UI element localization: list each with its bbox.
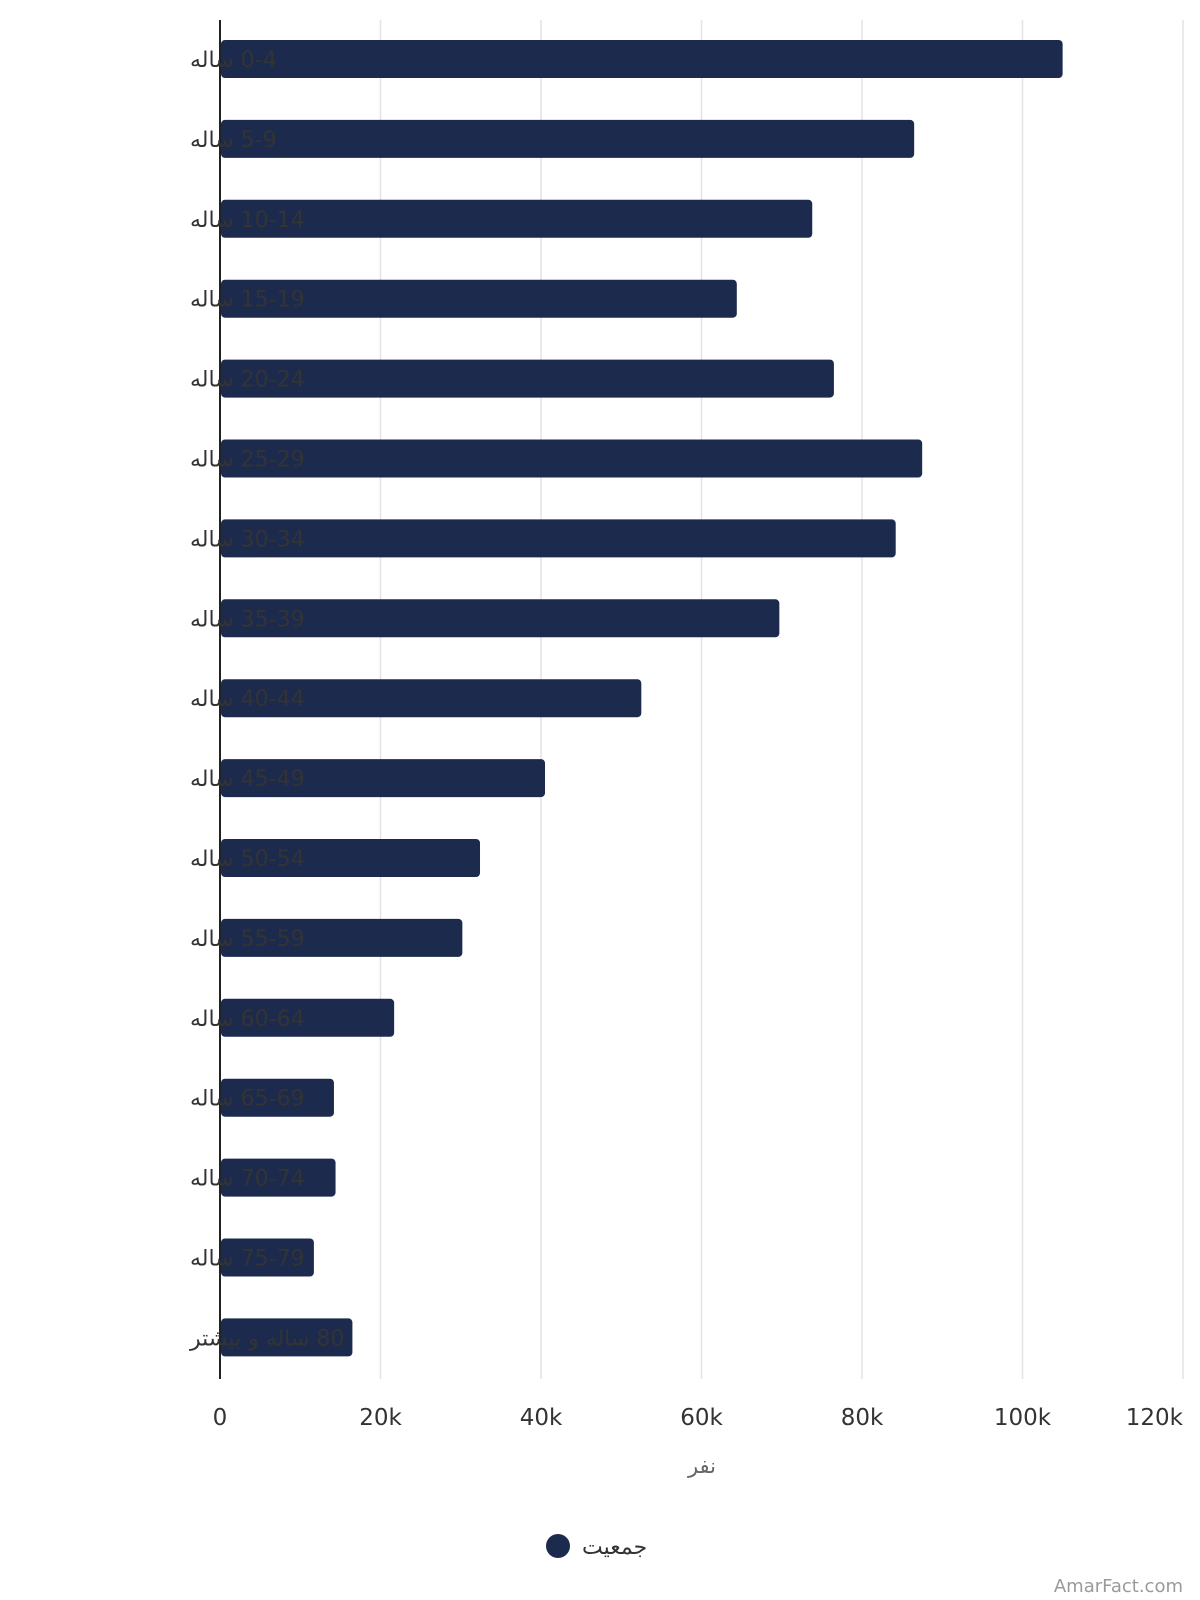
category-label: 30-34 ساله: [190, 527, 305, 552]
category-label: 80 ساله و بیشتر: [189, 1326, 344, 1351]
bar[interactable]: [221, 1078, 334, 1117]
category-label: 5-9 ساله: [190, 128, 277, 153]
category-label: 40-44 ساله: [190, 687, 305, 712]
category-label: 0-4 ساله: [190, 48, 277, 73]
category-label: 60-64 ساله: [190, 1007, 305, 1032]
bar[interactable]: [221, 519, 896, 558]
category-label: 15-19 ساله: [190, 288, 305, 313]
bar[interactable]: [221, 1238, 314, 1277]
bar[interactable]: [221, 1318, 353, 1357]
x-tick-label: 60k: [680, 1405, 723, 1431]
category-label: 45-49 ساله: [190, 767, 305, 792]
category-label: 65-69 ساله: [190, 1087, 305, 1112]
x-tick-label: 20k: [359, 1405, 402, 1431]
x-tick-label: 80k: [841, 1405, 884, 1431]
x-axis-title: نفر: [687, 1454, 716, 1478]
bar[interactable]: [221, 359, 834, 398]
bar[interactable]: [221, 119, 915, 158]
category-label: 20-24 ساله: [190, 368, 305, 393]
legend-marker: [546, 1534, 570, 1558]
category-label: 55-59 ساله: [190, 927, 305, 952]
bar[interactable]: [221, 759, 546, 798]
category-label: 10-14 ساله: [190, 208, 305, 233]
category-label: 70-74 ساله: [190, 1167, 305, 1192]
category-label: 75-79 ساله: [190, 1247, 305, 1272]
category-label: 25-29 ساله: [190, 448, 305, 473]
bar[interactable]: [221, 918, 463, 957]
bar[interactable]: [221, 599, 780, 638]
bars: [221, 40, 1063, 1357]
x-tick-label: 100k: [994, 1405, 1052, 1431]
bar[interactable]: [221, 279, 737, 318]
bar[interactable]: [221, 679, 642, 718]
bar[interactable]: [221, 1158, 336, 1197]
watermark: AmarFact.com: [1054, 1576, 1183, 1597]
grid-lines: [379, 20, 1184, 1379]
legend-label: جمعیت: [582, 1535, 647, 1560]
x-tick-label: 120k: [1126, 1405, 1184, 1431]
x-tick-label: 0: [213, 1405, 228, 1431]
legend[interactable]: جمعیت: [546, 1534, 647, 1560]
category-label: 35-39 ساله: [190, 607, 305, 632]
x-tick-labels: 0 20k 40k 60k 80k 100k 120k: [213, 1405, 1184, 1431]
bar[interactable]: [221, 40, 1063, 78]
category-labels: 0-4 ساله 5-9 ساله 10-14 ساله 15-19 ساله 20-2…: [189, 48, 344, 1351]
bar[interactable]: [221, 199, 813, 238]
category-label: 50-54 ساله: [190, 847, 305, 872]
x-tick-label: 40k: [520, 1405, 563, 1431]
bar[interactable]: [221, 439, 923, 478]
bar[interactable]: [221, 839, 481, 877]
bar[interactable]: [221, 998, 395, 1037]
